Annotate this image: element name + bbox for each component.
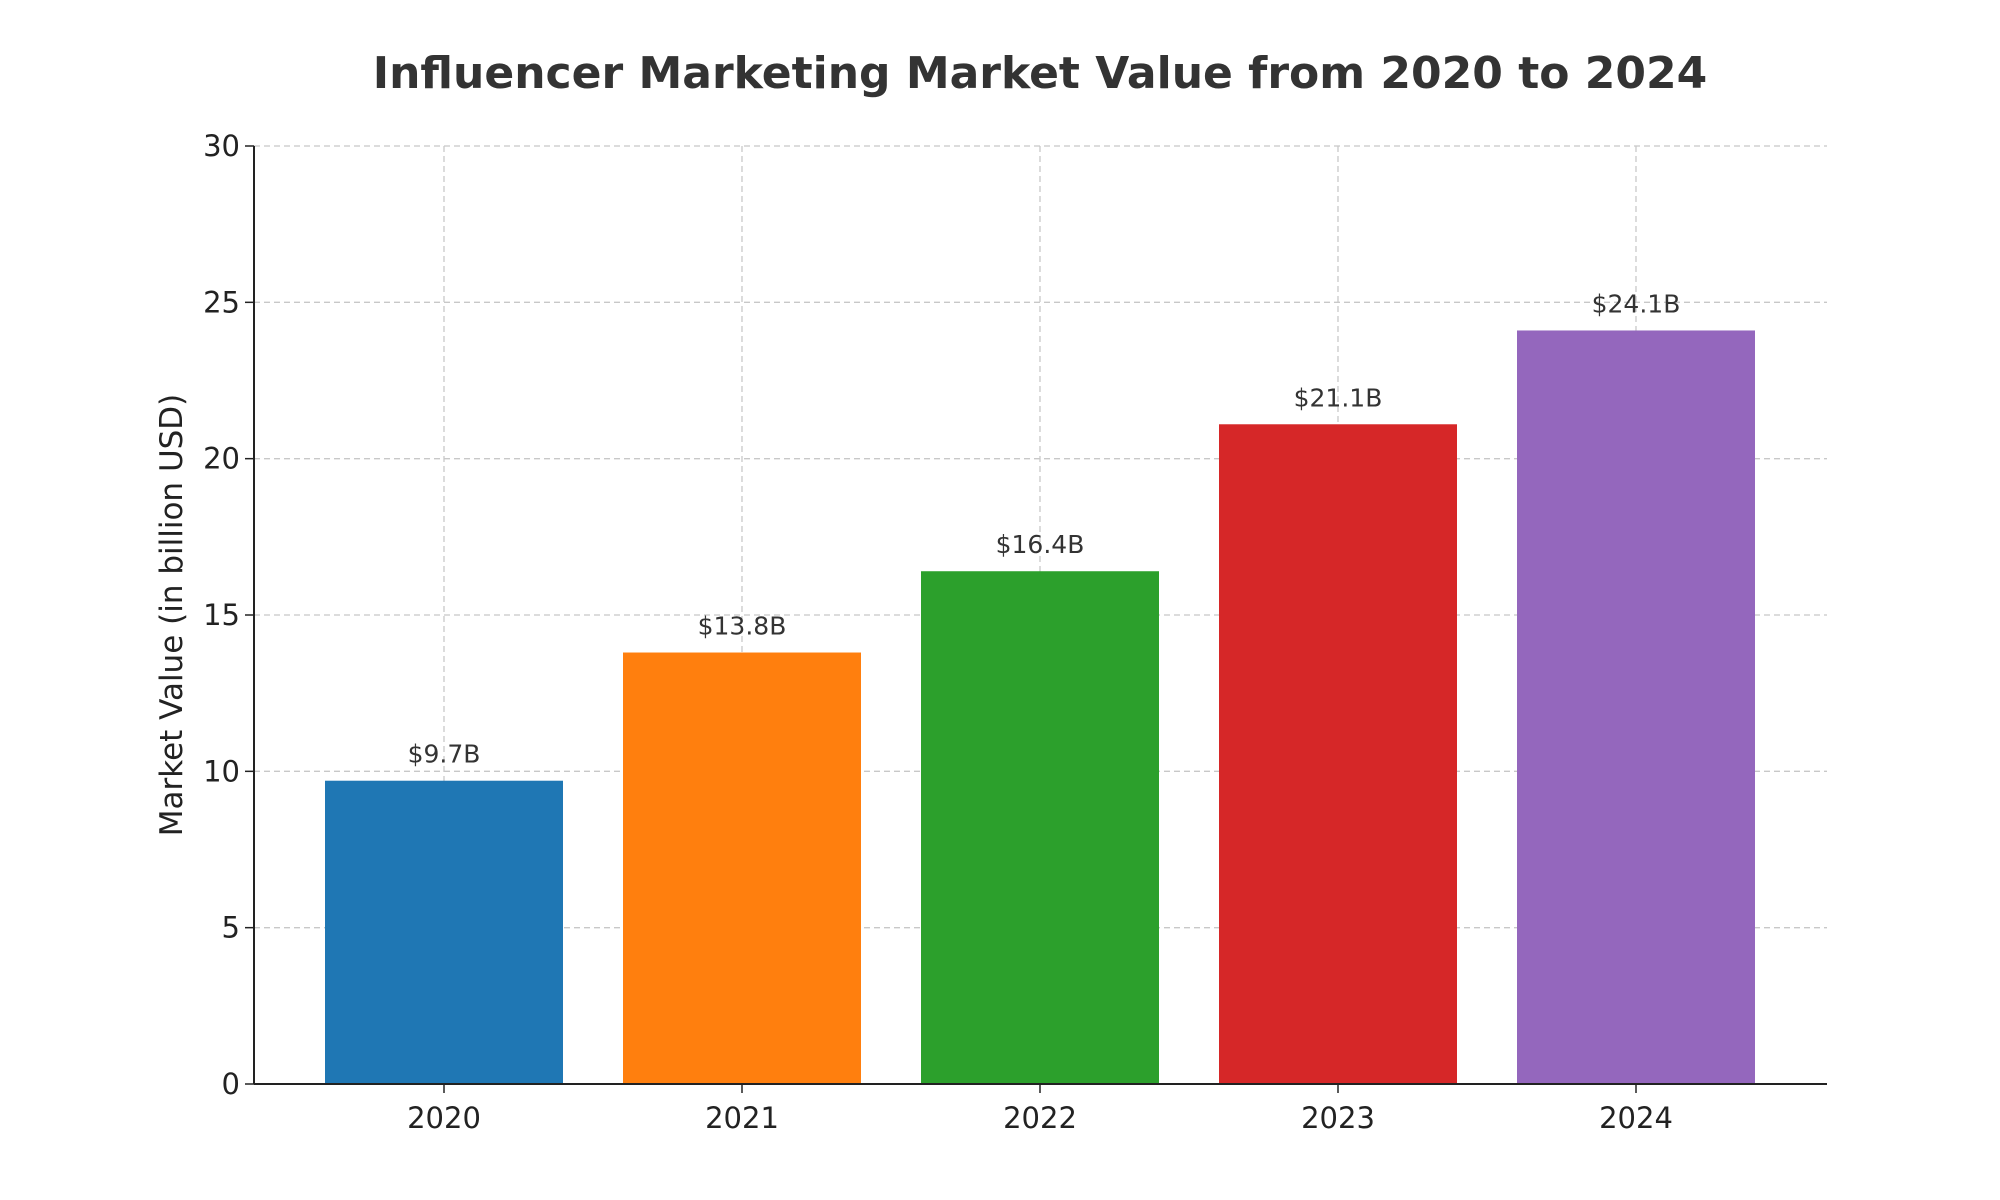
- y-tick-label: 25: [203, 285, 240, 319]
- x-tick-label: 2020: [407, 1101, 481, 1135]
- data-label: $21.1B: [1294, 383, 1383, 412]
- y-tick-label: 5: [222, 911, 240, 945]
- bar-2020: [325, 780, 563, 1084]
- y-tick-label: 10: [203, 754, 240, 788]
- x-tick-label: 2022: [1003, 1101, 1077, 1135]
- y-axis-label: Market Value (in billion USD): [154, 394, 190, 837]
- axes: 0 5 10 15 20 25 30 2020 2021 2022 2023 2024: [203, 129, 1827, 1135]
- x-tick-label: 2024: [1599, 1101, 1673, 1135]
- bar-2023: [1219, 424, 1457, 1085]
- bar-2024: [1517, 330, 1755, 1084]
- y-tick-label: 30: [203, 129, 240, 163]
- x-tick-label: 2021: [705, 1101, 779, 1135]
- bar-2022: [921, 571, 1159, 1084]
- y-tick-label: 15: [203, 598, 240, 632]
- data-label: $16.4B: [996, 530, 1085, 559]
- data-labels: $9.7B $13.8B $16.4B $21.1B $24.1B: [408, 289, 1681, 768]
- y-tick-label: 0: [222, 1067, 240, 1101]
- bars: [325, 330, 1755, 1085]
- x-tick-label: 2023: [1301, 1101, 1375, 1135]
- data-label: $9.7B: [408, 740, 481, 769]
- bar-2021: [623, 652, 861, 1084]
- data-label: $13.8B: [698, 612, 787, 641]
- chart-title: Influencer Marketing Market Value from 2…: [373, 48, 1708, 99]
- data-label: $24.1B: [1592, 289, 1681, 318]
- y-tick-label: 20: [203, 442, 240, 476]
